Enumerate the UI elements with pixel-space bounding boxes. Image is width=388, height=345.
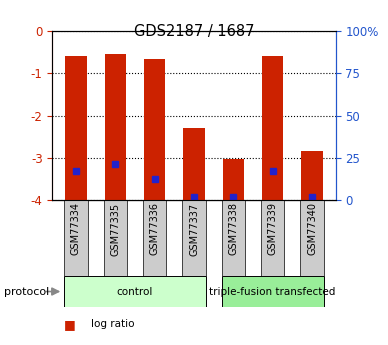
- Text: control: control: [117, 287, 153, 296]
- Bar: [144, 59, 165, 200]
- Bar: [222, 276, 324, 307]
- Text: protocol: protocol: [4, 287, 49, 296]
- Bar: [143, 200, 166, 276]
- Bar: [261, 200, 284, 276]
- Text: GDS2187 / 1687: GDS2187 / 1687: [134, 24, 254, 39]
- Bar: [300, 200, 324, 276]
- Bar: [222, 200, 245, 276]
- Bar: [262, 57, 284, 200]
- Text: ■: ■: [64, 318, 76, 331]
- Text: GSM77337: GSM77337: [189, 203, 199, 256]
- Text: GSM77340: GSM77340: [307, 203, 317, 255]
- Text: GSM77339: GSM77339: [268, 203, 278, 255]
- Text: log ratio: log ratio: [91, 319, 135, 329]
- Bar: [301, 151, 323, 200]
- Bar: [183, 128, 205, 200]
- Bar: [104, 54, 126, 200]
- Text: GSM77335: GSM77335: [110, 203, 120, 256]
- Text: triple-fusion transfected: triple-fusion transfected: [210, 287, 336, 296]
- Bar: [64, 200, 88, 276]
- Bar: [182, 200, 206, 276]
- Text: GSM77338: GSM77338: [229, 203, 238, 255]
- Text: GSM77334: GSM77334: [71, 203, 81, 255]
- Bar: [64, 276, 206, 307]
- Bar: [104, 200, 127, 276]
- Text: GSM77336: GSM77336: [150, 203, 159, 255]
- Bar: [223, 159, 244, 200]
- Bar: [65, 57, 87, 200]
